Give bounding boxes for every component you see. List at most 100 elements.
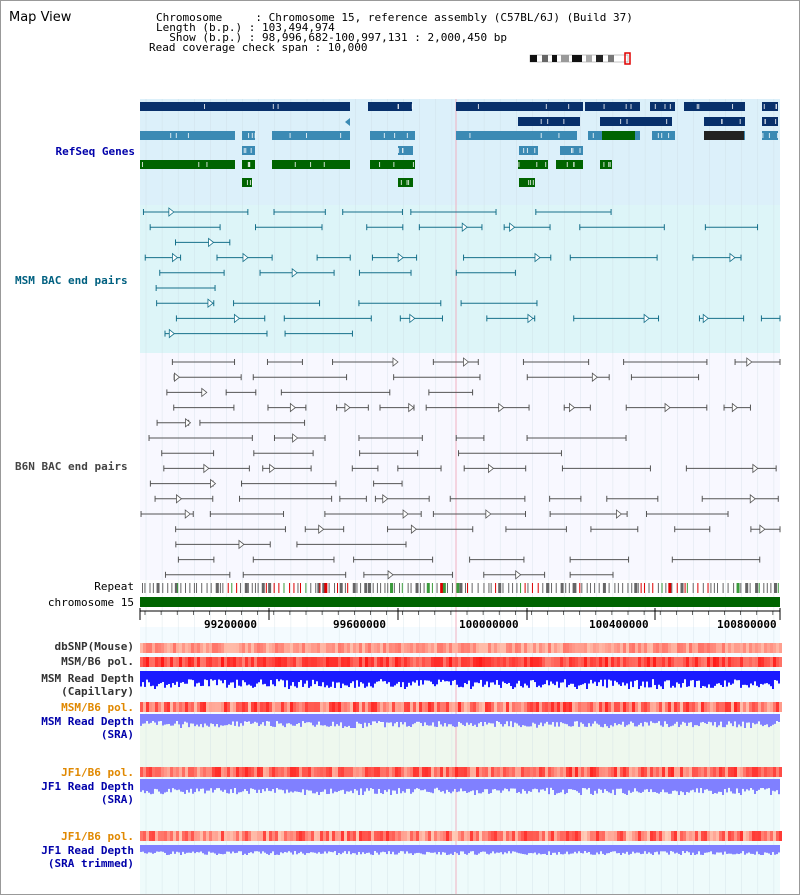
read-depth-bar bbox=[148, 671, 150, 683]
read-depth-bar bbox=[324, 671, 326, 688]
polymorphism-cell bbox=[710, 657, 713, 667]
chromosome-info: Chromosome : Chromosome 15, reference as… bbox=[156, 11, 633, 24]
read-depth-bar bbox=[686, 714, 688, 726]
read-depth-bar bbox=[652, 714, 654, 723]
polymorphism-cell bbox=[716, 643, 719, 653]
polymorphism-cell bbox=[224, 643, 227, 653]
read-depth-bar bbox=[346, 779, 348, 792]
polymorphism-cell bbox=[722, 657, 725, 667]
polymorphism-cell bbox=[173, 767, 176, 777]
read-depth-bar bbox=[634, 671, 636, 681]
b6n-bac-pair bbox=[752, 463, 759, 474]
exon-mark bbox=[696, 104, 698, 109]
read-depth-bar bbox=[326, 845, 328, 854]
read-depth-bar bbox=[642, 671, 644, 682]
read-depth-bar bbox=[332, 845, 334, 853]
polymorphism-cell bbox=[227, 702, 230, 712]
read-depth-bar bbox=[278, 714, 280, 724]
read-depth-bar bbox=[412, 671, 414, 682]
read-depth-bar bbox=[714, 671, 716, 686]
read-depth-bar bbox=[424, 714, 426, 723]
polymorphism-cell bbox=[770, 657, 773, 667]
read-depth-bar bbox=[266, 845, 268, 854]
polymorphism-cell bbox=[461, 767, 464, 777]
exon-mark bbox=[666, 119, 668, 124]
exon-mark bbox=[534, 148, 536, 153]
exon-mark bbox=[657, 133, 659, 138]
polymorphism-cell bbox=[500, 831, 503, 841]
repeat-mark bbox=[589, 583, 591, 593]
read-depth-bar bbox=[776, 845, 778, 855]
polymorphism-cell bbox=[674, 831, 677, 841]
read-depth-bar bbox=[370, 714, 372, 726]
read-depth-bar bbox=[778, 779, 780, 795]
polymorphism-cell bbox=[335, 657, 338, 667]
polymorphism-cell bbox=[767, 643, 770, 653]
exon-mark bbox=[661, 133, 663, 138]
read-depth-bar bbox=[212, 779, 214, 793]
polymorphism-cell bbox=[716, 702, 719, 712]
repeat-mark bbox=[317, 583, 321, 593]
polymorphism-cell bbox=[215, 702, 218, 712]
polymorphism-cell bbox=[506, 657, 509, 667]
read-depth-bar bbox=[482, 714, 484, 727]
exon-mark bbox=[608, 162, 610, 167]
polymorphism-cell bbox=[668, 831, 671, 841]
polymorphism-cell bbox=[662, 831, 665, 841]
read-depth-bar bbox=[398, 671, 400, 682]
polymorphism-cell bbox=[377, 702, 380, 712]
read-depth-bar bbox=[542, 845, 544, 855]
read-depth-bar bbox=[190, 845, 192, 853]
read-depth-bar bbox=[150, 671, 152, 687]
read-depth-bar bbox=[678, 845, 680, 854]
polymorphism-cell bbox=[506, 831, 509, 841]
read-depth-bar bbox=[290, 714, 292, 725]
msm-bac-pair bbox=[702, 313, 709, 324]
gene-feature bbox=[600, 160, 612, 169]
polymorphism-cell bbox=[392, 657, 395, 667]
polymorphism-cell bbox=[614, 643, 617, 653]
polymorphism-cell bbox=[485, 702, 488, 712]
read-depth-bar bbox=[560, 714, 562, 723]
polymorphism-cell bbox=[491, 702, 494, 712]
polymorphism-cell bbox=[281, 643, 284, 653]
polymorphism-cell bbox=[539, 767, 542, 777]
read-depth-bar bbox=[582, 779, 584, 789]
polymorphism-cell bbox=[407, 657, 410, 667]
polymorphism-cell bbox=[515, 643, 518, 653]
read-depth-bar bbox=[670, 845, 672, 852]
polymorphism-cell bbox=[299, 657, 302, 667]
repeat-mark bbox=[542, 583, 544, 593]
read-depth-bar bbox=[180, 714, 182, 728]
read-depth-bar bbox=[158, 714, 160, 722]
polymorphism-cell bbox=[692, 657, 695, 667]
chromosome-ideogram[interactable] bbox=[528, 52, 634, 66]
polymorphism-cell bbox=[170, 657, 173, 667]
polymorphism-cell bbox=[383, 702, 386, 712]
polymorphism-cell bbox=[461, 831, 464, 841]
b6n-bac-pair bbox=[616, 509, 623, 519]
polymorphism-cell bbox=[482, 657, 485, 667]
read-depth-bar bbox=[724, 671, 726, 681]
read-depth-bar bbox=[156, 845, 158, 852]
polymorphism-cell bbox=[734, 767, 737, 777]
read-depth-bar bbox=[558, 779, 560, 793]
read-depth-bar bbox=[772, 845, 774, 853]
polymorphism-cell bbox=[578, 657, 581, 667]
read-depth-bar bbox=[152, 779, 154, 794]
read-depth-bar bbox=[702, 671, 704, 686]
polymorphism-cell bbox=[371, 767, 374, 777]
polymorphism-cell bbox=[749, 657, 752, 667]
polymorphism-cell bbox=[344, 643, 347, 653]
polymorphism-cell bbox=[266, 702, 269, 712]
read-depth-bar bbox=[194, 779, 196, 793]
repeat-mark bbox=[177, 583, 179, 593]
polymorphism-cell bbox=[320, 643, 323, 653]
b6n-bac-pair bbox=[176, 493, 183, 504]
polymorphism-cell bbox=[704, 767, 707, 777]
read-depth-bar bbox=[262, 779, 264, 790]
polymorphism-cell bbox=[158, 657, 161, 667]
polymorphism-cell bbox=[473, 643, 476, 653]
polymorphism-cell bbox=[359, 767, 362, 777]
